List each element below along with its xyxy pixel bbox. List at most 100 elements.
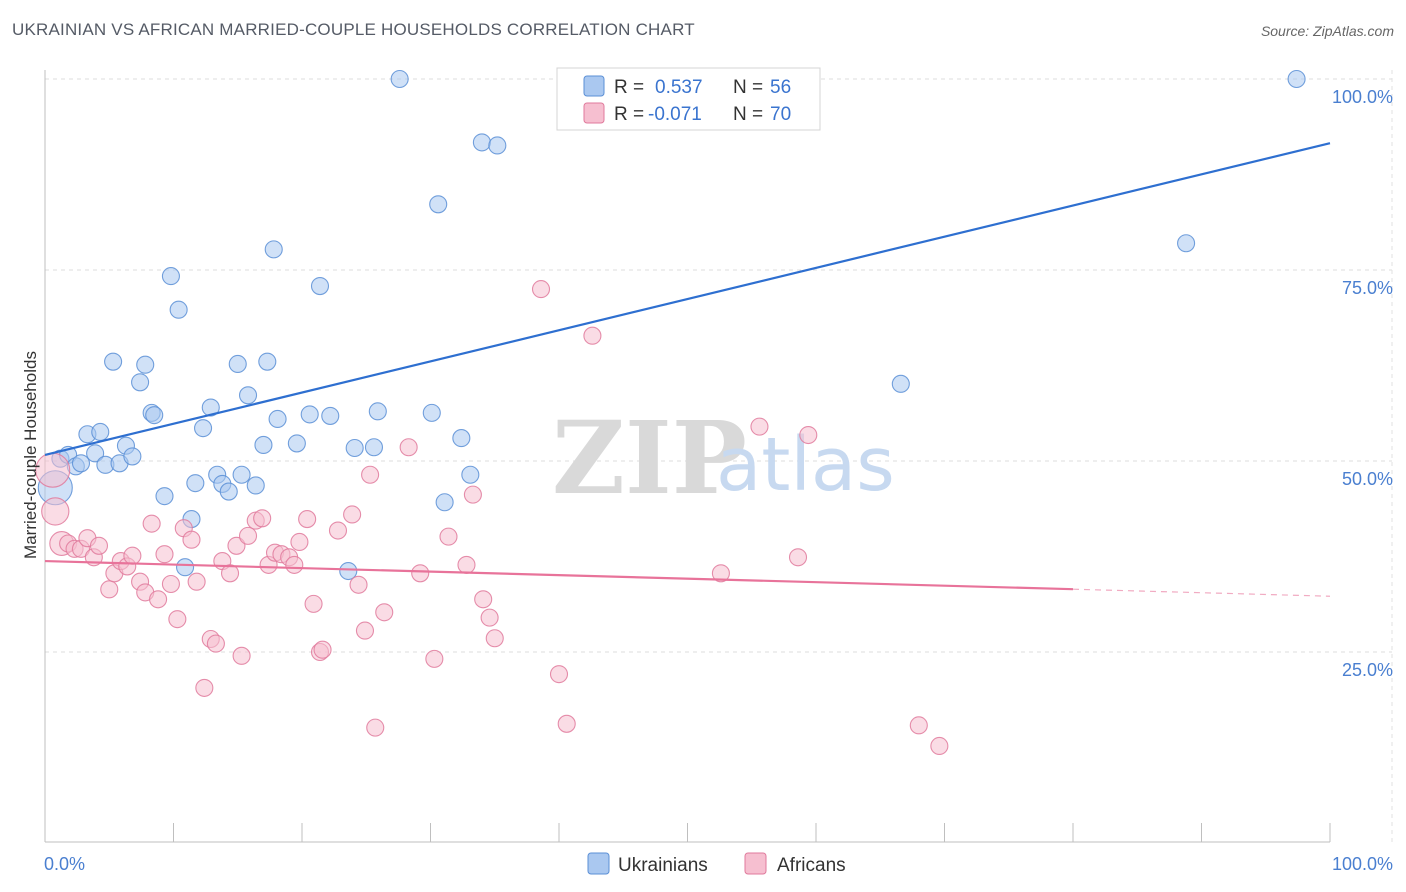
africans-point: [41, 497, 70, 526]
africans-point: [100, 580, 119, 599]
ukrainians-point: [422, 403, 441, 422]
africans-point: [788, 548, 808, 567]
africans-point: [142, 514, 161, 533]
legend-n-label: N =: [733, 77, 763, 98]
africans-point: [355, 621, 375, 640]
africans-point: [750, 417, 769, 436]
ukrainians-point: [91, 422, 110, 442]
africans-point: [304, 594, 323, 613]
ukrainians-point: [104, 352, 123, 371]
legend-n-value: 56: [770, 77, 791, 98]
africans-point: [328, 521, 348, 540]
africans-trend-extension: [1072, 588, 1331, 597]
africans-point: [799, 425, 818, 445]
ukrainians-point: [452, 429, 471, 448]
legend-r-label: R =: [614, 77, 644, 98]
africans-point: [549, 665, 569, 684]
ukrainians-point: [310, 276, 330, 296]
ukrainians-point: [136, 355, 155, 374]
gridlines: [45, 70, 1393, 842]
ukrainians-point: [435, 493, 454, 512]
africans-point: [485, 629, 504, 648]
y-tick-label: 75.0%: [1342, 278, 1393, 298]
africans-point: [155, 545, 174, 564]
legend-bottom-label-ukrainians: Ukrainians: [618, 855, 708, 876]
africans-point: [238, 526, 258, 545]
ukrainians-point: [268, 409, 287, 429]
legend-top: R = 0.537 N = 56 R = -0.071 N = 70: [556, 67, 821, 131]
africans-point: [909, 716, 928, 735]
africans-point: [290, 532, 309, 552]
africans-point: [531, 280, 551, 299]
africans-point: [480, 608, 499, 627]
africans-point: [474, 590, 493, 609]
ukrainians-point: [390, 69, 409, 89]
africans-point: [439, 527, 458, 546]
ukrainians-point: [461, 465, 480, 484]
legend-swatch-africans: [583, 102, 605, 124]
africans-point: [399, 438, 418, 457]
ukrainians-point: [161, 267, 180, 286]
ukrainians-point: [169, 300, 188, 319]
africans-point: [557, 714, 576, 733]
legend-bottom: Ukrainians Africans: [587, 852, 846, 876]
africans-point: [411, 564, 430, 583]
ukrainians-point: [1177, 234, 1196, 253]
ukrainians-point: [472, 133, 491, 152]
ukrainians-point: [201, 398, 220, 417]
africans-point: [168, 610, 187, 629]
africans-point: [89, 536, 109, 555]
africans-point: [206, 634, 225, 653]
ukrainians-point: [339, 561, 358, 581]
africans-point: [187, 572, 206, 591]
ukrainians-point: [219, 482, 238, 501]
ukrainians-points: [37, 69, 1306, 581]
africans-point: [232, 646, 251, 665]
africans-point: [463, 485, 482, 504]
ukrainians-point: [71, 454, 91, 473]
africans-point: [285, 555, 304, 574]
ukrainians-point: [194, 419, 213, 438]
africans-point: [313, 640, 332, 659]
ukrainians-point: [176, 558, 195, 577]
ukrainians-point: [254, 435, 273, 455]
source-credit: Source: ZipAtlas.com: [1260, 23, 1394, 39]
ukrainians-point: [488, 136, 507, 155]
africans-points: [35, 280, 949, 756]
y-tick-label: 25.0%: [1342, 660, 1393, 680]
legend-r-value: 0.537: [655, 77, 703, 98]
y-axis-label: Married-couple Households: [21, 351, 40, 559]
africans-point: [298, 510, 317, 529]
ukrainians-point: [186, 474, 205, 493]
ukrainians-point: [131, 373, 150, 392]
ukrainians-point: [364, 438, 384, 457]
ukrainians-point: [287, 434, 306, 453]
africans-point: [195, 678, 214, 697]
y-tick-label: 50.0%: [1342, 469, 1393, 489]
africans-point: [425, 649, 444, 668]
ukrainians-point: [86, 444, 105, 463]
africans-point: [253, 509, 272, 528]
ukrainians-point: [155, 487, 174, 506]
legend-r-value: -0.071: [648, 104, 702, 125]
ukrainians-point: [228, 354, 247, 374]
ukrainians-point: [300, 405, 319, 424]
legend-n-label: N =: [733, 104, 763, 125]
legend-r-label: R =: [614, 104, 644, 125]
legend-bottom-swatch-ukrainians: [587, 852, 610, 875]
legend-bottom-swatch-africans: [744, 852, 767, 875]
ukrainians-trend-line: [44, 142, 1331, 456]
africans-point: [930, 736, 949, 756]
africans-trend-line: [44, 559, 1074, 591]
africans-point: [349, 575, 368, 594]
africans-point: [227, 536, 246, 555]
ukrainians-point: [368, 402, 387, 421]
ukrainians-point: [1287, 69, 1306, 89]
africans-point: [343, 505, 362, 524]
legend-n-value: 70: [770, 104, 791, 125]
ukrainians-point: [264, 240, 283, 259]
watermark-zip: ZIP: [552, 399, 747, 517]
watermark: ZIP atlas: [552, 399, 895, 517]
ukrainians-point: [321, 406, 340, 425]
